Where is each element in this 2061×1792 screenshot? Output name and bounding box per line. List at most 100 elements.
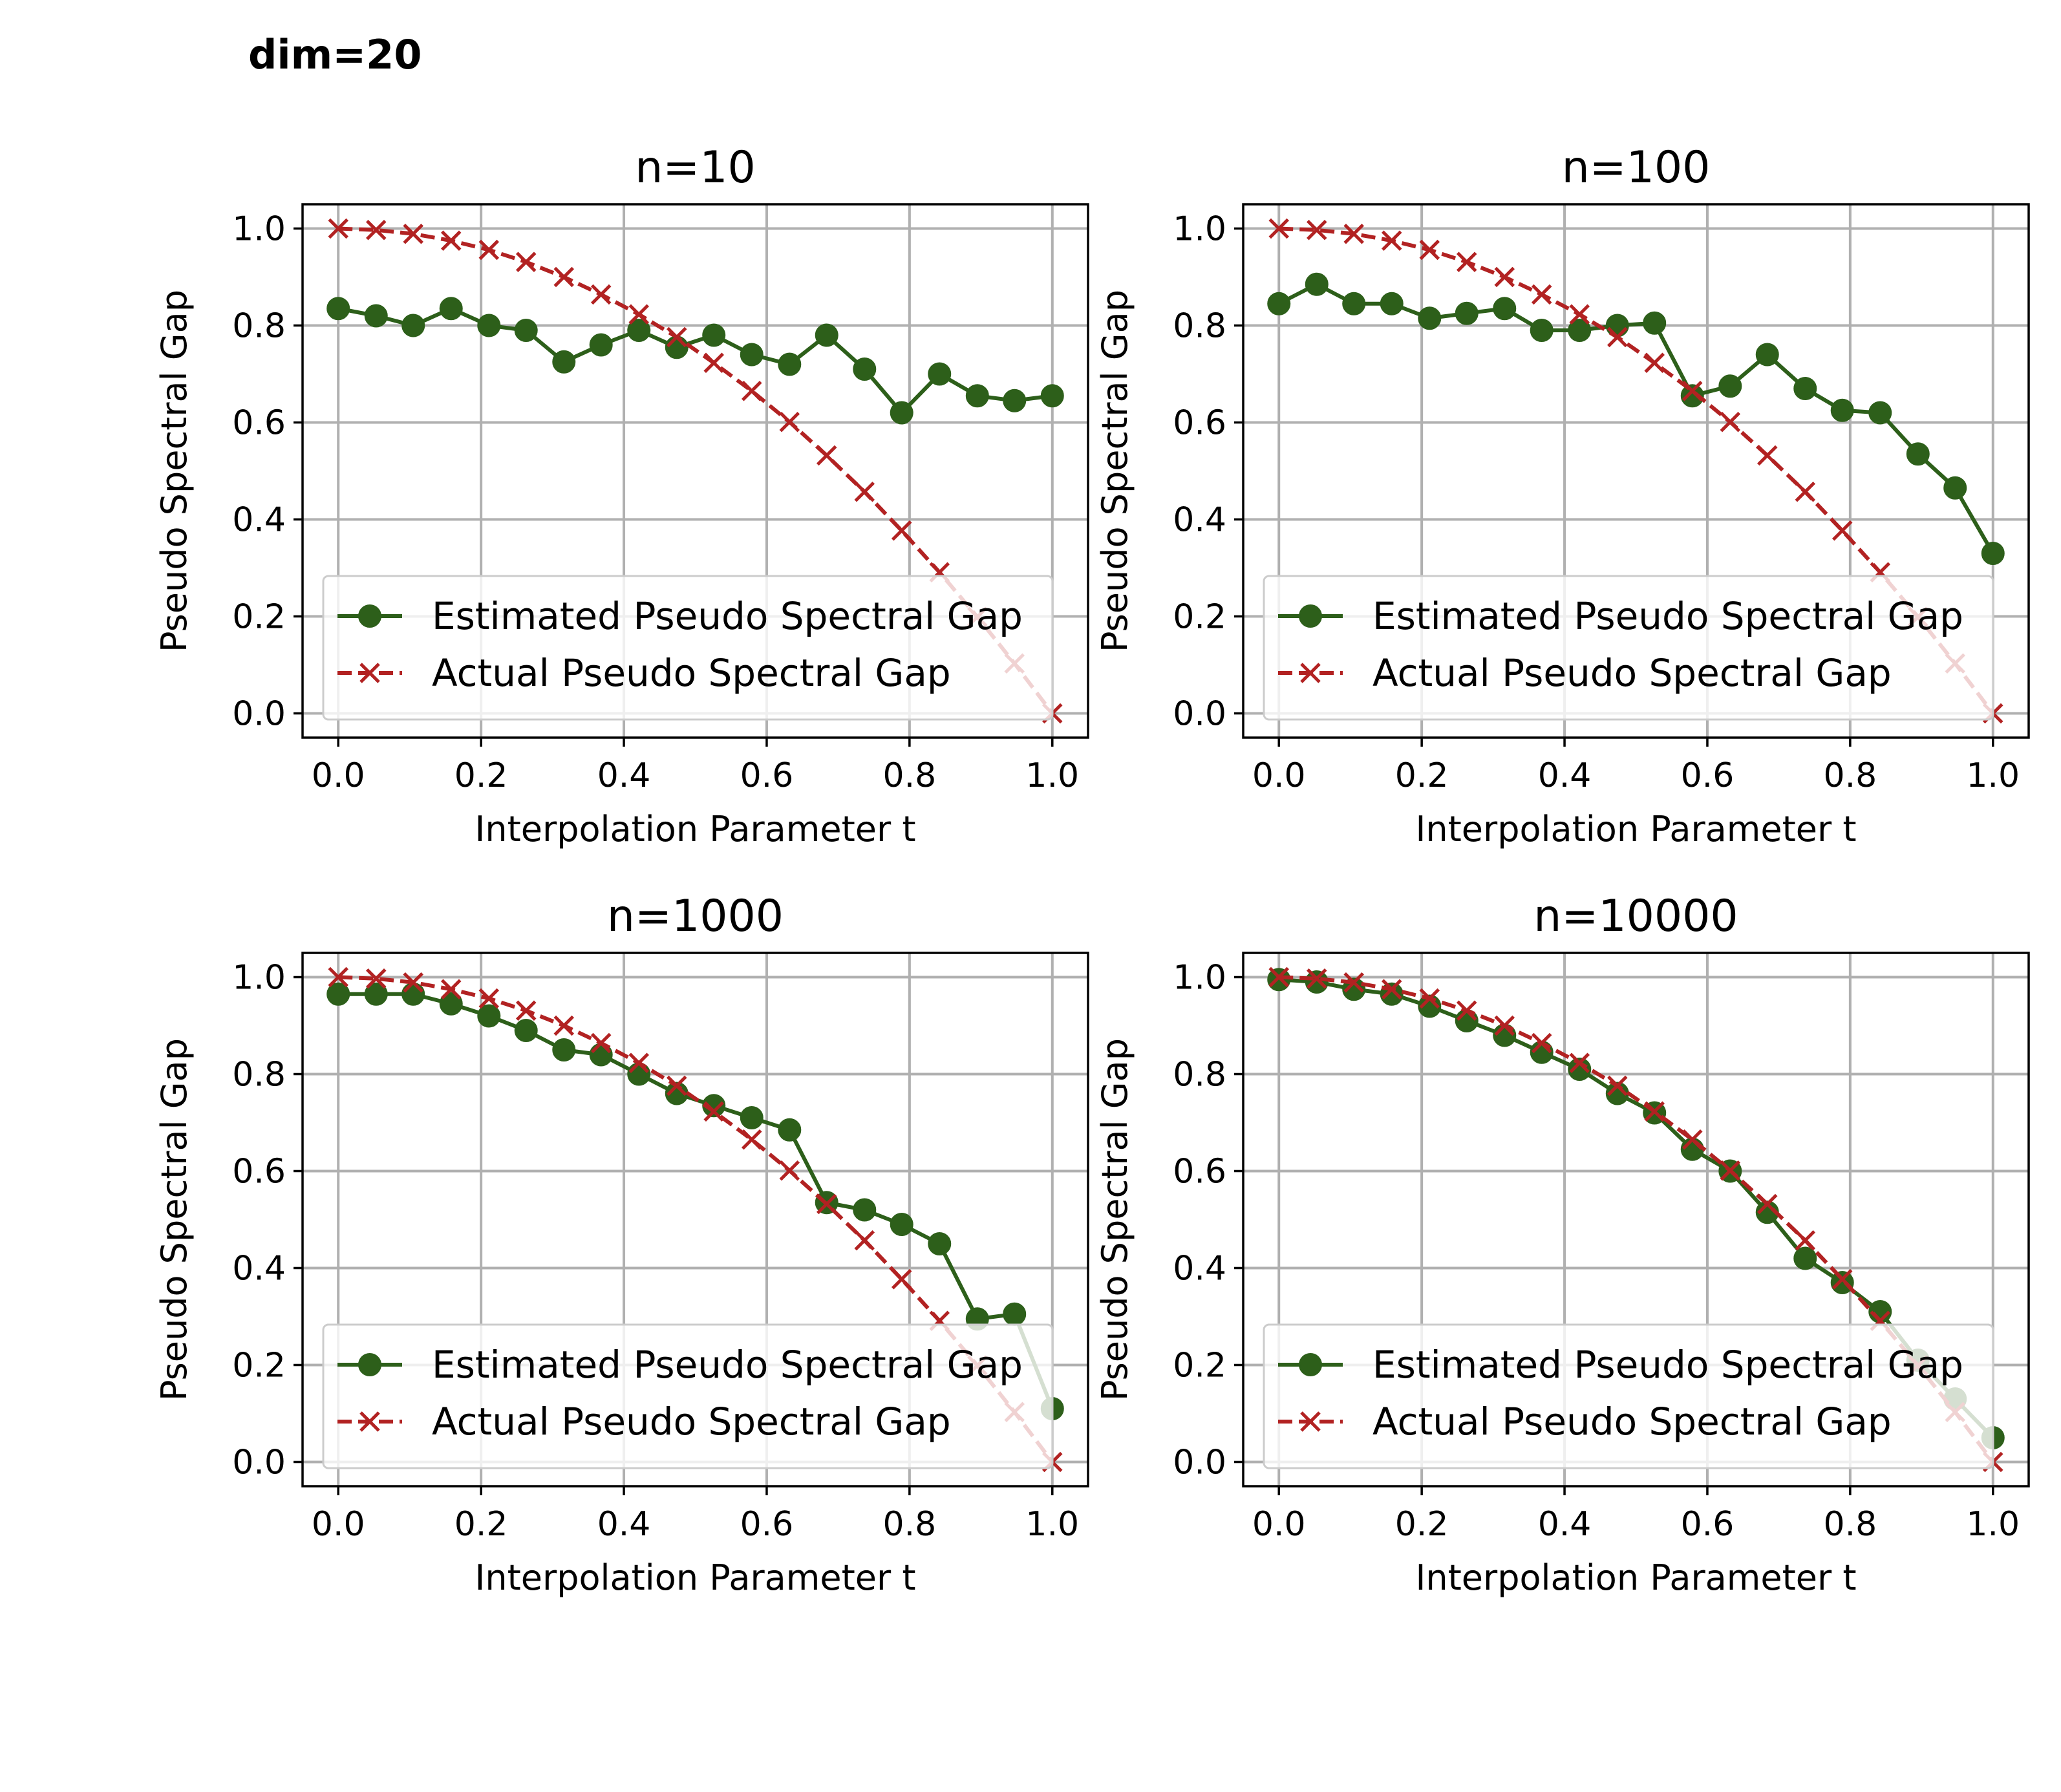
subplot-title: n=1000 (607, 891, 784, 942)
data-point (627, 319, 651, 342)
data-point (740, 343, 764, 367)
series-actual (1268, 966, 2003, 1473)
data-point (589, 333, 613, 357)
data-point (1607, 326, 1628, 348)
x-tick-label: 0.2 (454, 756, 508, 795)
data-point (439, 297, 463, 321)
legend-label: Actual Pseudo Spectral Gap (1372, 1400, 1892, 1444)
data-point (1943, 476, 1967, 500)
data-point (1568, 319, 1592, 342)
legend-entry: Actual Pseudo Spectral Gap (1278, 1400, 1892, 1444)
data-point (364, 304, 388, 328)
legend-marker (1299, 604, 1322, 628)
data-point (1682, 1129, 1703, 1150)
legend-box (322, 575, 1054, 721)
data-point (1342, 292, 1366, 315)
data-point (403, 223, 423, 244)
data-point (1830, 398, 1854, 422)
data-point (1682, 380, 1703, 401)
data-point (1569, 1052, 1590, 1074)
legend-marker (358, 1353, 381, 1376)
data-point (1381, 230, 1402, 251)
data-point (628, 304, 650, 325)
data-point (740, 1106, 764, 1129)
y-tick-label: 0.0 (232, 695, 286, 734)
data-point (1868, 401, 1892, 425)
x-tick-label: 0.6 (1681, 1505, 1735, 1544)
x-tick-label: 1.0 (1025, 1505, 1079, 1544)
legend-marker (359, 1411, 380, 1432)
x-tick-label: 0.8 (1824, 756, 1877, 795)
data-point (703, 1101, 724, 1122)
subplot-3: n=1000 0.0 0.2 0.4 0.6 0.8 1.0 0.0 0.2 0.4 0.6 0.8 1… (154, 891, 1089, 1598)
data-point (628, 1052, 650, 1074)
data-point (477, 1004, 501, 1028)
legend: Estimated Pseudo Spectral Gap Actual Pseu… (1263, 575, 1994, 721)
data-point (891, 1268, 912, 1290)
y-tick-label: 0.4 (232, 501, 286, 540)
data-point (440, 230, 462, 251)
data-point (1757, 445, 1778, 466)
data-point (1418, 306, 1442, 330)
legend-entry: Estimated Pseudo Spectral Gap (1278, 1343, 1963, 1387)
legend-box (1263, 575, 1994, 721)
data-point (401, 982, 425, 1006)
data-point (1757, 1193, 1778, 1215)
data-point (703, 352, 724, 374)
y-tick-label: 0.8 (1173, 1056, 1226, 1094)
subplot-title: n=10000 (1533, 891, 1738, 942)
data-point (1680, 384, 1704, 408)
data-point (515, 251, 537, 273)
data-point (326, 297, 350, 321)
data-point (741, 380, 762, 401)
data-point (514, 1019, 538, 1042)
y-axis-label: Pseudo Spectral Gap (154, 290, 195, 652)
x-tick-label: 0.4 (1538, 1505, 1592, 1544)
data-point (1644, 1101, 1665, 1122)
data-point (1307, 968, 1327, 989)
data-point (440, 979, 462, 1000)
legend-marker (358, 604, 381, 628)
data-point (665, 336, 689, 359)
axes-frame (1242, 203, 2030, 739)
figure-title: dim=20 (248, 31, 422, 78)
data-point (1607, 1075, 1628, 1096)
data-point (702, 323, 726, 347)
y-axis-label: Pseudo Spectral Gap (1095, 290, 1135, 652)
data-point (1755, 343, 1779, 367)
data-point (553, 1015, 575, 1036)
data-point (1267, 968, 1291, 992)
data-point (928, 1232, 952, 1255)
y-tick-label: 0.6 (1173, 1153, 1226, 1191)
data-point (854, 1230, 875, 1251)
data-point (1267, 292, 1291, 315)
data-point (1381, 979, 1402, 1000)
data-point (779, 411, 800, 432)
legend-marker (1299, 1353, 1322, 1376)
x-tick-label: 0.8 (883, 1505, 937, 1544)
legend-entry: Actual Pseudo Spectral Gap (1278, 651, 1892, 695)
y-tick-label: 0.4 (232, 1250, 286, 1288)
x-axis-label: Interpolation Parameter t (475, 809, 915, 849)
data-point (891, 520, 912, 541)
y-tick-label: 0.2 (1173, 598, 1226, 637)
data-point (1268, 966, 1289, 988)
data-point (478, 239, 500, 261)
data-point (328, 218, 348, 239)
data-point (477, 314, 501, 337)
data-point (515, 1000, 537, 1021)
x-tick-label: 0.0 (312, 756, 365, 795)
data-point (326, 982, 350, 1006)
x-tick-label: 0.6 (740, 756, 794, 795)
data-point (1795, 1230, 1816, 1251)
data-point (778, 352, 802, 376)
data-point (1531, 1032, 1552, 1054)
subplot-2: n=100 0.0 0.2 0.4 0.6 0.8 1.0 0.0 0.2 0.4 0.6 0.8 1.… (1095, 142, 2030, 849)
y-tick-label: 0.0 (232, 1444, 286, 1482)
data-point (1530, 319, 1554, 342)
legend-marker (1300, 1411, 1321, 1432)
y-axis-label: Pseudo Spectral Gap (1095, 1038, 1135, 1401)
y-tick-label: 0.4 (1173, 501, 1226, 540)
data-point (741, 1129, 762, 1150)
x-tick-label: 0.2 (1395, 1505, 1449, 1544)
